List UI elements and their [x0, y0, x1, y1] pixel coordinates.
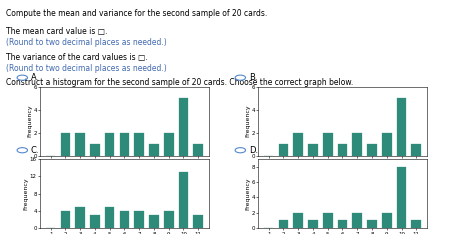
Bar: [279, 144, 288, 156]
Bar: [337, 220, 347, 228]
Bar: [179, 172, 188, 228]
Bar: [105, 207, 114, 228]
Text: D.: D.: [249, 146, 258, 155]
Bar: [193, 144, 203, 156]
Bar: [367, 144, 377, 156]
Text: B.: B.: [249, 73, 257, 82]
Bar: [293, 133, 303, 156]
X-axis label: Value: Value: [334, 165, 351, 171]
Y-axis label: Frequency: Frequency: [23, 177, 28, 210]
Bar: [135, 211, 144, 228]
Bar: [382, 213, 392, 228]
Y-axis label: Frequency: Frequency: [27, 105, 32, 137]
Y-axis label: Frequency: Frequency: [245, 105, 250, 137]
Bar: [411, 220, 421, 228]
Text: A.: A.: [31, 73, 39, 82]
Bar: [135, 133, 144, 156]
Y-axis label: Frequency: Frequency: [245, 177, 250, 210]
Text: The variance of the card values is □.: The variance of the card values is □.: [6, 53, 147, 62]
Text: The mean card value is □.: The mean card value is □.: [6, 27, 107, 36]
Bar: [397, 167, 406, 228]
Text: Compute the mean and variance for the second sample of 20 cards.: Compute the mean and variance for the se…: [6, 9, 267, 18]
Text: (Round to two decimal places as needed.): (Round to two decimal places as needed.): [6, 38, 166, 47]
Bar: [119, 211, 129, 228]
Bar: [367, 220, 377, 228]
Bar: [119, 133, 129, 156]
Bar: [411, 144, 421, 156]
Bar: [397, 98, 406, 156]
Bar: [90, 215, 100, 228]
Bar: [337, 144, 347, 156]
Bar: [382, 133, 392, 156]
Bar: [149, 144, 159, 156]
Text: Construct a histogram for the second sample of 20 cards. Choose the correct grap: Construct a histogram for the second sam…: [6, 78, 353, 87]
Bar: [193, 215, 203, 228]
Bar: [90, 144, 100, 156]
Bar: [323, 133, 332, 156]
Bar: [61, 133, 70, 156]
Bar: [308, 144, 318, 156]
Bar: [353, 213, 362, 228]
Bar: [308, 220, 318, 228]
Bar: [279, 220, 288, 228]
Bar: [105, 133, 114, 156]
Text: (Round to two decimal places as needed.): (Round to two decimal places as needed.): [6, 64, 166, 73]
X-axis label: Value: Value: [116, 165, 133, 171]
Bar: [323, 213, 332, 228]
Bar: [353, 133, 362, 156]
Bar: [75, 133, 85, 156]
Bar: [75, 207, 85, 228]
Bar: [293, 213, 303, 228]
Bar: [164, 211, 173, 228]
Bar: [61, 211, 70, 228]
Bar: [164, 133, 173, 156]
Bar: [179, 98, 188, 156]
Text: C.: C.: [31, 146, 39, 155]
Bar: [149, 215, 159, 228]
